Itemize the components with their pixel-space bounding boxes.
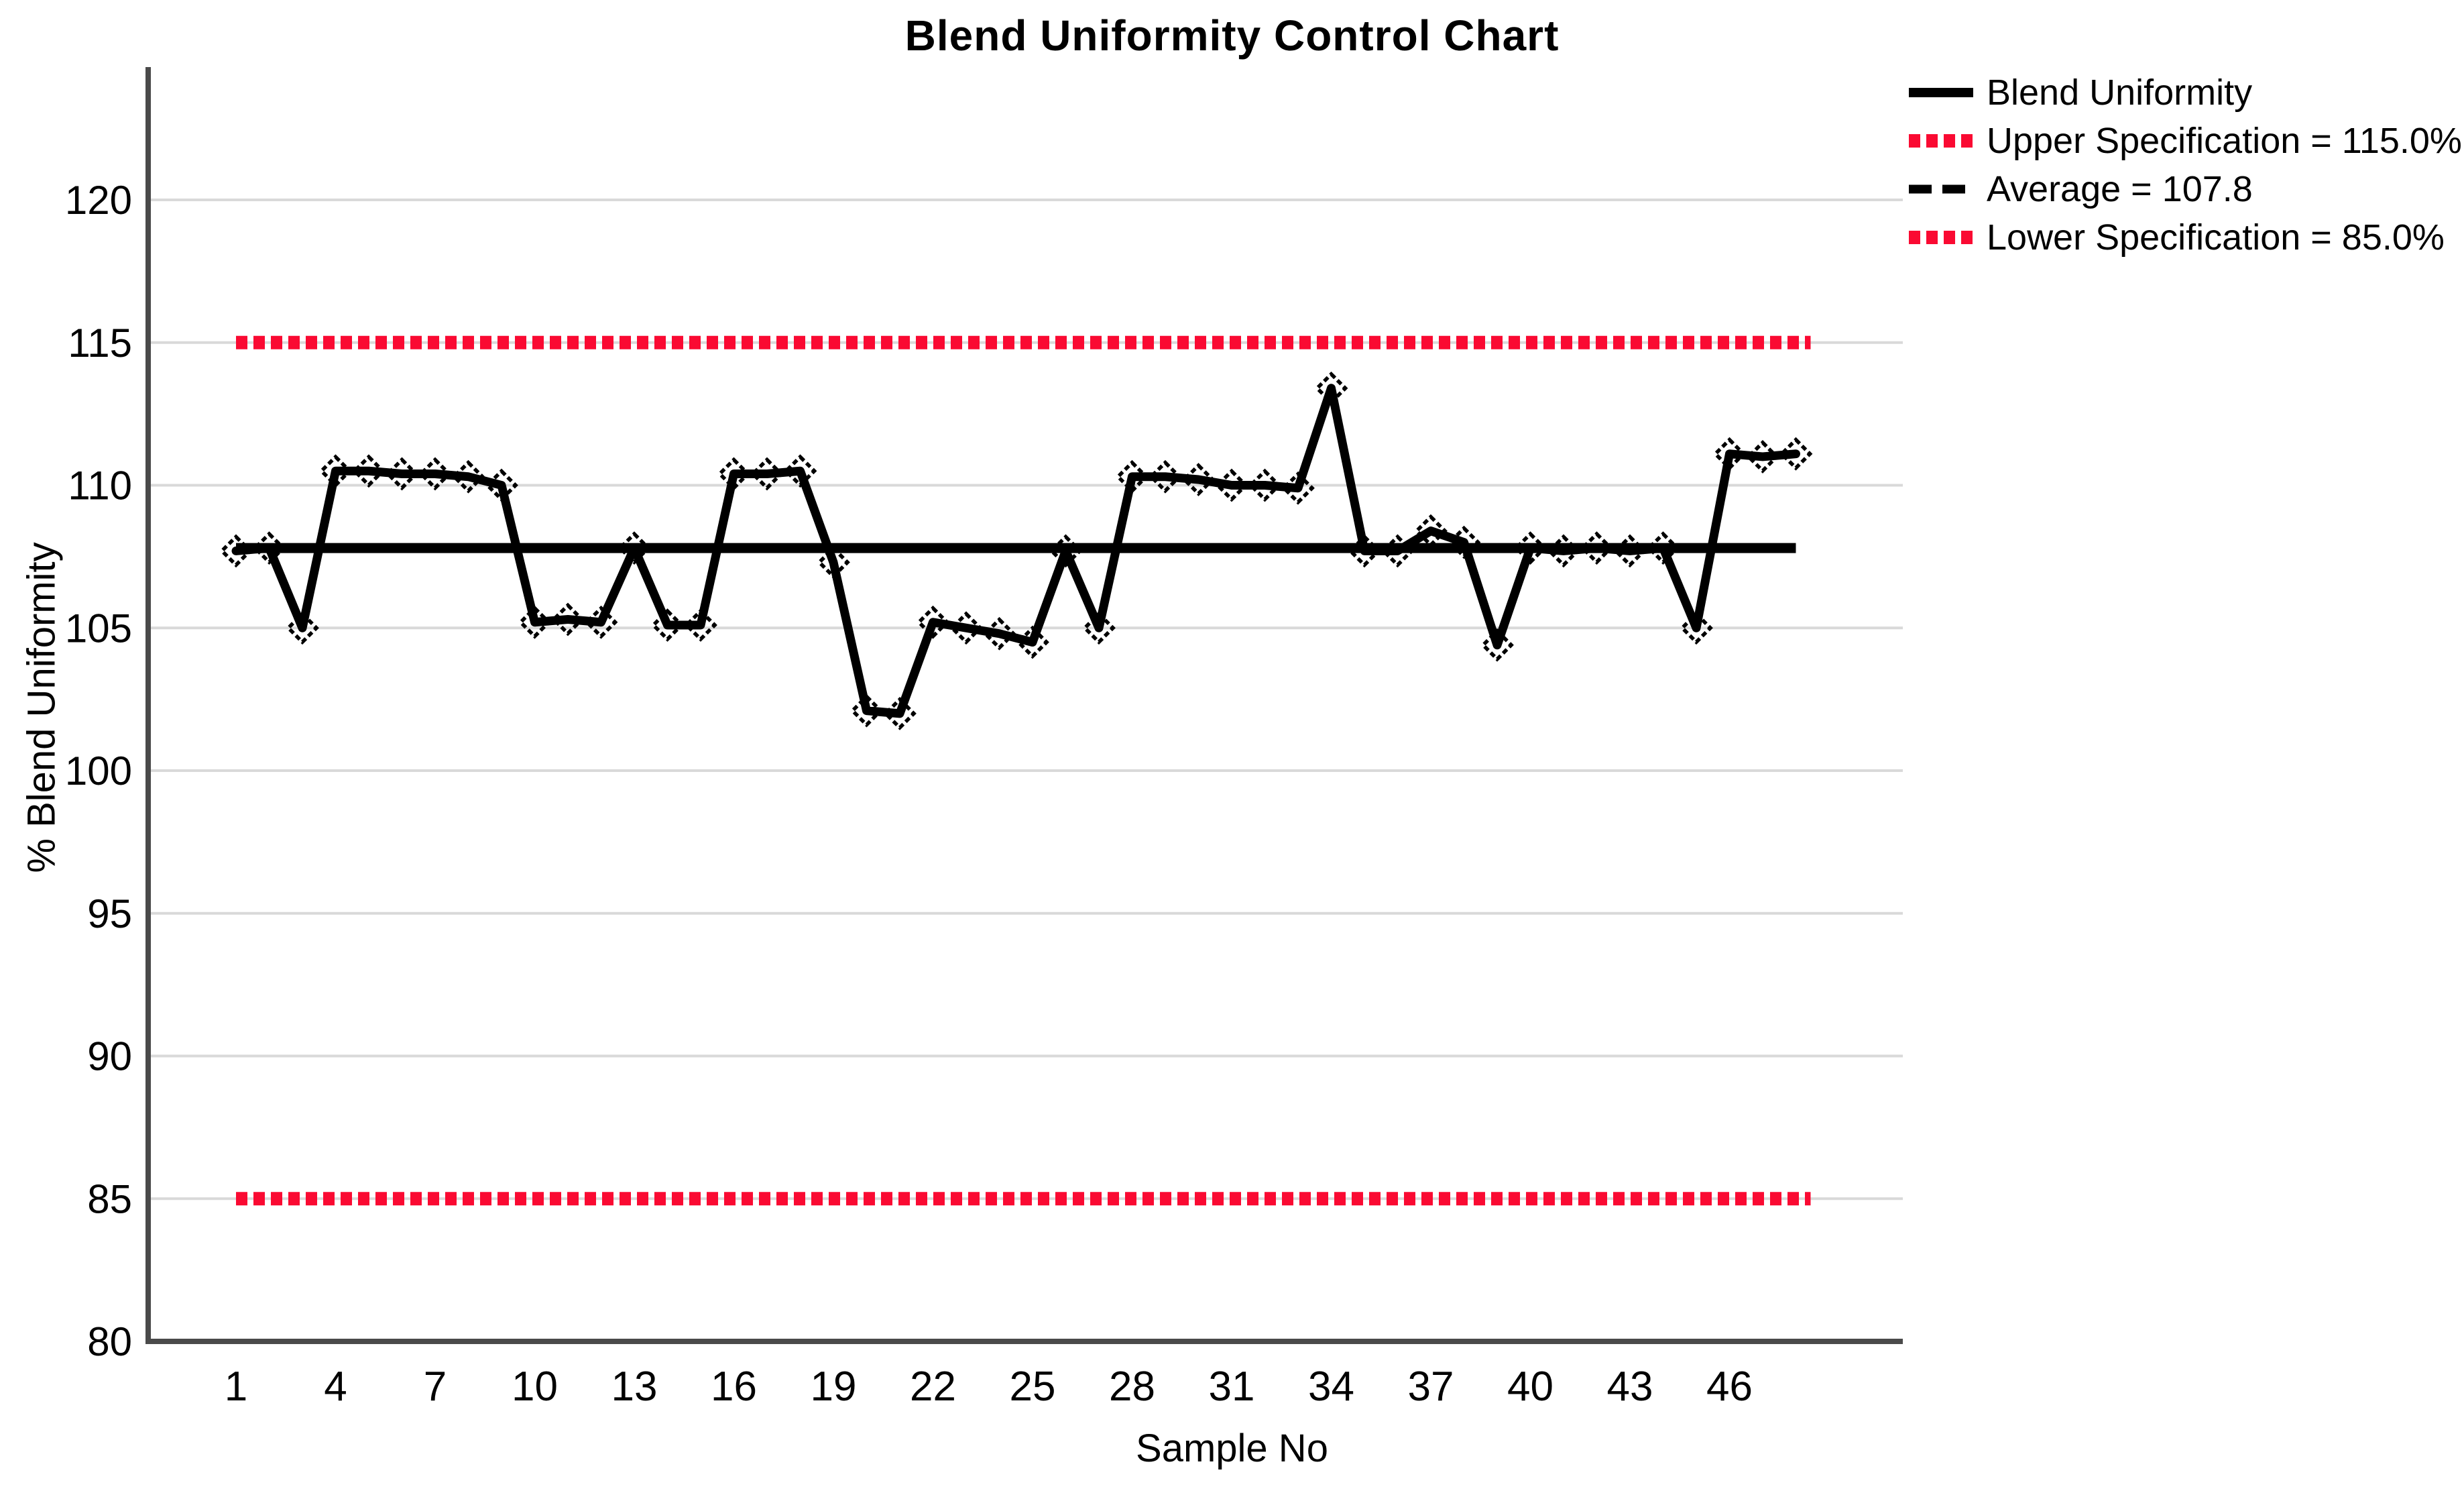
x-tick-label-13: 13 [611, 1364, 658, 1410]
data-point-marker [750, 457, 784, 491]
legend-item-label: Average = 107.8 [1987, 169, 2253, 209]
data-point-marker [1248, 468, 1282, 502]
y-tick-label-115: 115 [68, 321, 132, 366]
data-point-marker [1613, 534, 1647, 568]
data-point-marker [584, 605, 618, 639]
x-tick-label-43: 43 [1607, 1364, 1653, 1410]
data-point-marker [1513, 531, 1547, 565]
legend-item: Blend Uniformity [1908, 68, 2462, 117]
data-point-marker [1480, 628, 1514, 662]
y-tick-label-120: 120 [65, 178, 132, 223]
data-point-marker [1580, 531, 1614, 565]
data-point-marker [1215, 468, 1248, 502]
data-point-marker [1680, 611, 1713, 645]
data-point-marker [916, 605, 950, 639]
data-point-marker [252, 531, 286, 565]
legend-item-label: Blend Uniformity [1987, 72, 2253, 113]
data-point-marker [385, 457, 419, 491]
data-point-marker [1414, 514, 1448, 548]
y-tick-label-85: 85 [87, 1176, 132, 1221]
data-point-marker [783, 454, 817, 488]
data-point-marker [1712, 437, 1747, 471]
data-point-marker [684, 608, 717, 642]
data-point-marker [1149, 459, 1182, 494]
x-tick-label-34: 34 [1308, 1364, 1354, 1410]
data-point-marker [1314, 371, 1348, 405]
data-point-marker [219, 534, 253, 568]
data-point-marker [451, 459, 485, 494]
legend-swatch-dotted-red [1909, 231, 1973, 244]
data-point-marker [1447, 525, 1481, 559]
x-tick-label-31: 31 [1209, 1364, 1255, 1410]
data-point-marker [318, 454, 353, 488]
data-point-marker [1281, 471, 1315, 505]
data-point-marker [286, 611, 319, 645]
data-point-marker [650, 608, 685, 642]
data-point-marker [1547, 534, 1580, 568]
x-tick-label-1: 1 [225, 1364, 247, 1410]
x-axis-title: Sample No [1136, 1427, 1328, 1470]
legend-item: Average = 107.8 [1908, 165, 2462, 213]
x-tick-label-28: 28 [1109, 1364, 1155, 1410]
legend-swatch-dotted-red [1909, 134, 1973, 148]
data-point-marker [618, 531, 651, 565]
x-tick-label-22: 22 [910, 1364, 956, 1410]
data-point-marker [1779, 437, 1813, 471]
data-point-marker [1016, 625, 1049, 659]
legend-item: Lower Specification = 85.0% [1908, 213, 2462, 262]
legend-swatch-solid-black [1909, 88, 1973, 97]
legend-swatch-dashed-black [1909, 184, 1973, 194]
data-point-marker [1646, 531, 1680, 565]
data-point-marker [982, 616, 1016, 651]
x-tick-label-46: 46 [1706, 1364, 1753, 1410]
y-tick-label-105: 105 [65, 606, 132, 651]
blend-uniformity-line [231, 384, 1800, 718]
x-tick-label-40: 40 [1507, 1364, 1553, 1410]
data-point-marker [518, 605, 552, 639]
data-point-marker [418, 457, 452, 491]
legend: Blend Uniformity Upper Specification = 11… [1908, 68, 2462, 262]
x-tick-label-4: 4 [324, 1364, 347, 1410]
data-point-marker [883, 697, 917, 730]
y-tick-label-80: 80 [87, 1319, 132, 1364]
x-tick-label-19: 19 [811, 1364, 857, 1410]
data-point-marker [717, 457, 751, 491]
y-tick-label-90: 90 [87, 1034, 132, 1079]
x-tick-label-16: 16 [711, 1364, 757, 1410]
y-tick-label-110: 110 [68, 463, 132, 508]
x-tick-label-37: 37 [1408, 1364, 1454, 1410]
chart-title: Blend Uniformity Control Chart [904, 11, 1560, 60]
data-point-marker [849, 693, 884, 728]
data-point-marker [1082, 611, 1116, 645]
data-point-marker [1348, 534, 1381, 568]
data-point-marker [1381, 534, 1415, 568]
y-tick-label-95: 95 [87, 891, 132, 936]
data-point-marker [551, 602, 585, 636]
legend-item: Upper Specification = 115.0% [1908, 117, 2462, 165]
data-point-marker [1049, 534, 1083, 568]
data-point-marker [949, 611, 983, 645]
data-point-marker [485, 468, 518, 502]
legend-item-label: Upper Specification = 115.0% [1987, 121, 2462, 161]
data-point-marker [352, 454, 386, 488]
legend-item-label: Lower Specification = 85.0% [1987, 217, 2445, 258]
x-tick-label-7: 7 [424, 1364, 447, 1410]
x-tick-label-10: 10 [512, 1364, 558, 1410]
data-point-marker [1181, 463, 1216, 496]
data-point-marker [1746, 440, 1779, 474]
data-point-marker [1115, 459, 1149, 494]
data-point-marker [817, 545, 850, 579]
x-tick-label-25: 25 [1010, 1364, 1056, 1410]
y-tick-label-100: 100 [65, 748, 132, 793]
